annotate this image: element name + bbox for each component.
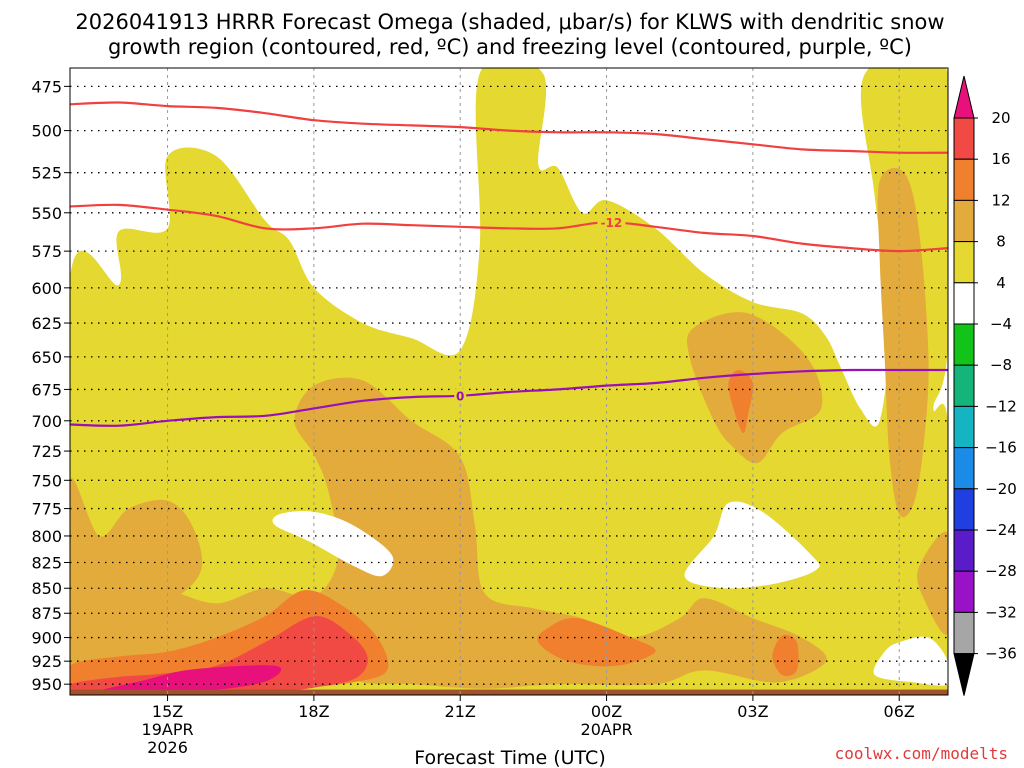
y-tick-label: 775 bbox=[31, 500, 62, 519]
x-tick-label: 00Z bbox=[591, 702, 622, 721]
y-tick-label: 925 bbox=[31, 652, 62, 671]
colorbar-swatch bbox=[953, 364, 975, 407]
y-tick-label: 750 bbox=[31, 471, 62, 490]
y-tick-label: 525 bbox=[31, 164, 62, 183]
x-tick-label: 06Z bbox=[884, 702, 915, 721]
colorbar-swatch bbox=[953, 117, 975, 160]
isotherm-label-freezing-level: 0 bbox=[456, 389, 464, 403]
x-tick-date: 19APR bbox=[142, 720, 194, 739]
x-axis-label: Forecast Time (UTC) bbox=[414, 747, 605, 768]
colorbar-swatch bbox=[953, 323, 975, 366]
colorbar-label: −24 bbox=[985, 521, 1017, 539]
y-tick-label: 675 bbox=[31, 380, 62, 399]
x-tick-label: 03Z bbox=[737, 702, 768, 721]
colorbar-label: −28 bbox=[985, 562, 1017, 580]
isotherm-freezing-level bbox=[70, 368, 948, 427]
chart-title-line-2: growth region (contoured, red, ºC) and f… bbox=[108, 35, 912, 59]
source-credit: coolwx.com/modelts bbox=[835, 744, 1008, 763]
y-tick-label: 875 bbox=[31, 604, 62, 623]
x-tick-date: 20APR bbox=[581, 720, 633, 739]
x-tick-year: 2026 bbox=[147, 738, 188, 757]
colorbar-swatch bbox=[953, 611, 975, 655]
colorbar-swatch bbox=[953, 158, 975, 201]
isotherm-label-bg-freezing-level bbox=[454, 388, 467, 403]
y-tick-label: 550 bbox=[31, 204, 62, 223]
terrain-below-ground bbox=[70, 689, 948, 695]
y-tick-label: 650 bbox=[31, 348, 62, 367]
y-tick-label: 850 bbox=[31, 579, 62, 598]
omega-ge8-region-edge bbox=[917, 531, 948, 635]
colorbar-label: −36 bbox=[985, 645, 1017, 663]
colorbar-label: −12 bbox=[985, 397, 1017, 415]
omega-ge12-region-evening bbox=[728, 370, 754, 434]
colorbar-label: 4 bbox=[996, 274, 1006, 292]
colorbar-swatch bbox=[953, 570, 975, 613]
y-tick-label: 500 bbox=[31, 122, 62, 141]
colorbar-top-arrow bbox=[953, 75, 975, 119]
omega-lt4-pocket-2 bbox=[684, 501, 820, 589]
x-tick-label: 18Z bbox=[298, 702, 329, 721]
plot-frame bbox=[69, 67, 949, 696]
omega-ge16-region bbox=[70, 616, 368, 695]
pressure-axis: 475 500 525 550 575 600 625 650 675 700 725 750 775 8… bbox=[31, 77, 70, 694]
colorbar-swatch bbox=[953, 199, 975, 243]
colorbar-label: −16 bbox=[985, 439, 1017, 457]
colorbar-label: 12 bbox=[991, 191, 1010, 209]
colorbar-label: 16 bbox=[991, 150, 1010, 168]
omega-ge8-region-late bbox=[877, 168, 929, 518]
colorbar-swatch bbox=[953, 488, 975, 531]
y-tick-label: 900 bbox=[31, 629, 62, 648]
y-tick-label: 575 bbox=[31, 242, 62, 261]
colorbar-swatch bbox=[953, 447, 975, 490]
y-tick-label: 600 bbox=[31, 279, 62, 298]
y-tick-label: 625 bbox=[31, 314, 62, 333]
y-tick-label: 800 bbox=[31, 527, 62, 546]
colorbar-label: 20 bbox=[991, 109, 1010, 127]
x-tick-label: 21Z bbox=[445, 702, 476, 721]
isotherm-contour-layer: -12 0 bbox=[70, 101, 948, 427]
colorbar-label: −32 bbox=[985, 603, 1017, 621]
colorbar-bottom-arrow bbox=[953, 653, 975, 696]
y-tick-label: 725 bbox=[31, 442, 62, 461]
omega-ge8-region-evening bbox=[686, 312, 823, 464]
colorbar-label: −20 bbox=[985, 480, 1017, 498]
y-tick-label: 700 bbox=[31, 412, 62, 431]
colorbar-label: 8 bbox=[996, 233, 1006, 251]
colorbar-swatch bbox=[953, 529, 975, 572]
x-tick-label: 15Z bbox=[152, 702, 183, 721]
y-tick-label: 950 bbox=[31, 675, 62, 694]
y-tick-label: 475 bbox=[31, 77, 62, 96]
colorbar-label: −8 bbox=[990, 356, 1012, 374]
omega-ge12-region-small bbox=[772, 634, 799, 677]
colorbar-swatch bbox=[953, 241, 975, 284]
omega-shading-layer bbox=[70, 68, 948, 695]
isotherm-dgz-bottom bbox=[70, 203, 948, 253]
omega-ge20-region bbox=[99, 665, 282, 694]
omega-ge8-region-left bbox=[70, 478, 203, 633]
chart-title-line-1: 2026041913 HRRR Forecast Omega (shaded, … bbox=[75, 10, 944, 34]
colorbar-swatch bbox=[953, 282, 975, 325]
isotherm-dgz-top bbox=[70, 101, 948, 154]
y-tick-label: 825 bbox=[31, 553, 62, 572]
isotherm-label-bg-dgz-bottom bbox=[597, 215, 626, 230]
colorbar-label: −4 bbox=[990, 315, 1012, 333]
colorbar: 20 16 12 8 4 −4 −8 −12 −16 −20 −24 −28 −32 −36 bbox=[953, 75, 1017, 696]
isotherm-label-dgz-bottom: -12 bbox=[601, 216, 623, 230]
omega-ge8-region-midlevel bbox=[70, 377, 827, 689]
omega-ge12-region-night bbox=[537, 617, 656, 667]
colorbar-swatch bbox=[953, 405, 975, 449]
omega-lt4-pocket-1 bbox=[272, 511, 394, 577]
